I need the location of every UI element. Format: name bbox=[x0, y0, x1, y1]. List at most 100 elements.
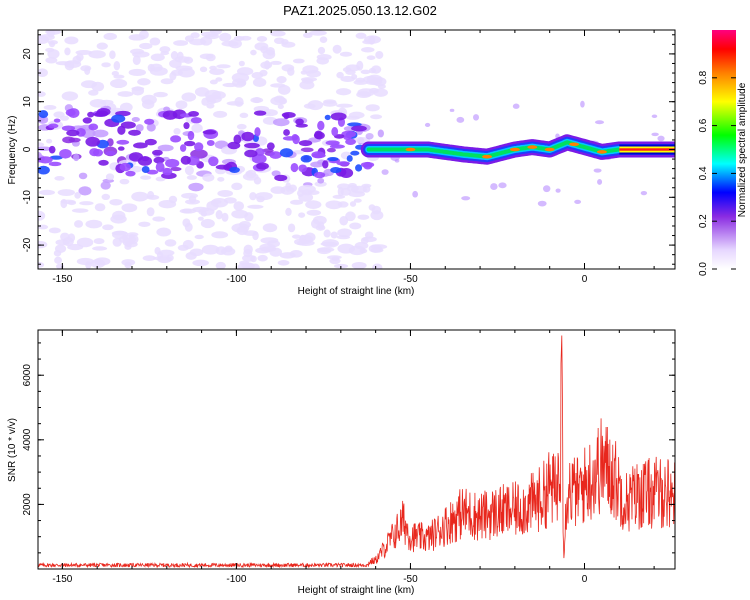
heatmap-noise-blob bbox=[233, 201, 245, 211]
heatmap-core-blob bbox=[282, 136, 298, 141]
heatmap-noise-blob bbox=[53, 249, 62, 257]
heatmap-core-blob bbox=[170, 135, 182, 143]
heatmap-noise-blob bbox=[555, 188, 561, 193]
heatmap-noise-blob bbox=[216, 64, 231, 69]
heatmap-noise-blob bbox=[159, 46, 171, 53]
heatmap-noise-blob bbox=[368, 204, 376, 211]
heatmap-noise-blob bbox=[239, 112, 249, 118]
heatmap-noise-blob bbox=[332, 194, 346, 199]
heatmap-noise-blob bbox=[88, 89, 99, 96]
heatmap-noise-blob bbox=[200, 218, 215, 229]
heatmap-noise-blob bbox=[48, 227, 61, 234]
colorbar-tick-label: 0.8 bbox=[698, 70, 709, 84]
heatmap-noise-blob bbox=[249, 192, 257, 201]
heatmap-noise-blob bbox=[64, 36, 79, 45]
heatmap-noise-blob bbox=[316, 57, 329, 65]
snr-y-tick-label: 4000 bbox=[22, 428, 33, 451]
heatmap-core-blob bbox=[347, 122, 362, 127]
heatmap-noise-blob bbox=[119, 102, 133, 112]
heatmap-noise-blob bbox=[150, 53, 165, 62]
heatmap-noise-blob bbox=[219, 32, 232, 42]
snr-y-axis-label: SNR (10 * v/v) bbox=[7, 418, 18, 482]
heatmap-noise-blob bbox=[184, 35, 195, 42]
heatmap-noise-blob bbox=[345, 69, 356, 75]
heatmap-noise-blob bbox=[298, 192, 314, 202]
spectrogram-x-tick-label: -50 bbox=[403, 274, 418, 285]
heatmap-noise-blob bbox=[285, 182, 292, 192]
heatmap-noise-blob bbox=[163, 106, 171, 112]
heatmap-noise-blob bbox=[158, 249, 175, 257]
heatmap-noise-blob bbox=[142, 255, 156, 262]
heatmap-noise-blob bbox=[250, 97, 264, 103]
heatmap-noise-blob bbox=[101, 62, 111, 68]
heatmap-core-blob bbox=[300, 155, 313, 163]
heatmap-noise-blob bbox=[593, 168, 602, 173]
heatmap-core-blob bbox=[190, 117, 202, 124]
heatmap-noise-blob bbox=[292, 58, 305, 64]
heatmap-core-blob bbox=[350, 150, 360, 156]
heatmap-core-blob bbox=[187, 130, 195, 141]
heatmap-noise-blob bbox=[293, 238, 308, 246]
heatmap-noise-blob bbox=[335, 88, 352, 96]
heatmap-noise-blob bbox=[64, 47, 71, 56]
heatmap-core-blob bbox=[162, 110, 178, 120]
heatmap-core-blob bbox=[317, 120, 325, 131]
heatmap-core-blob bbox=[313, 171, 326, 179]
heatmap-noise-blob bbox=[239, 35, 252, 41]
heatmap-noise-blob bbox=[121, 203, 138, 213]
heatmap-noise-blob bbox=[317, 221, 325, 230]
heatmap-hotspot bbox=[527, 145, 538, 149]
heatmap-noise-blob bbox=[260, 61, 273, 69]
heatmap-core-blob bbox=[98, 159, 109, 166]
heatmap-hotspot bbox=[596, 150, 607, 154]
heatmap-noise-blob bbox=[361, 47, 375, 53]
heatmap-noise-blob bbox=[78, 172, 88, 180]
heatmap-noise-blob bbox=[91, 81, 105, 92]
heatmap-noise-blob bbox=[160, 51, 170, 56]
heatmap-core-blob bbox=[363, 161, 373, 170]
heatmap-core-blob bbox=[165, 158, 180, 168]
heatmap-noise-blob bbox=[61, 91, 79, 101]
heatmap-noise-blob bbox=[357, 214, 370, 220]
heatmap-noise-blob bbox=[270, 30, 286, 37]
heatmap-noise-blob bbox=[456, 116, 465, 123]
heatmap-noise-blob bbox=[461, 196, 471, 201]
heatmap-noise-blob bbox=[75, 49, 93, 55]
heatmap-noise-blob bbox=[298, 212, 306, 218]
heatmap-noise-blob bbox=[325, 200, 343, 210]
heatmap-noise-blob bbox=[199, 66, 208, 73]
heatmap-noise-blob bbox=[352, 136, 371, 144]
heatmap-noise-blob bbox=[651, 114, 658, 119]
heatmap-noise-blob bbox=[45, 47, 55, 53]
heatmap-noise-blob bbox=[281, 41, 296, 48]
heatmap-core-blob bbox=[53, 118, 61, 123]
heatmap-noise-blob bbox=[543, 185, 551, 193]
heatmap-noise-blob bbox=[317, 177, 325, 184]
heatmap-noise-blob bbox=[101, 193, 111, 201]
heatmap-noise-blob bbox=[238, 60, 245, 67]
heatmap-core-blob bbox=[314, 130, 323, 140]
heatmap-noise-blob bbox=[113, 60, 121, 71]
heatmap-noise-blob bbox=[170, 51, 179, 60]
snr-panel: -150 -100 -50 0 2000 4000 6000 Height of stra… bbox=[7, 329, 676, 596]
snr-series-line bbox=[38, 335, 675, 569]
heatmap-noise-blob bbox=[45, 57, 58, 64]
heatmap-noise-blob bbox=[130, 48, 145, 55]
heatmap-core-blob bbox=[116, 139, 130, 145]
heatmap-noise-blob bbox=[215, 261, 226, 269]
spectrogram-y-tick-label: 0 bbox=[22, 146, 33, 152]
heatmap-noise-blob bbox=[135, 124, 144, 132]
heatmap-noise-blob bbox=[73, 153, 80, 162]
heatmap-noise-blob bbox=[209, 79, 218, 85]
heatmap-noise-blob bbox=[217, 176, 225, 182]
heatmap-noise-blob bbox=[184, 199, 201, 205]
heatmap-core-blob bbox=[85, 136, 101, 147]
heatmap-core-blob bbox=[137, 156, 153, 166]
heatmap-core-blob bbox=[229, 166, 240, 174]
heatmap-noise-blob bbox=[314, 181, 327, 187]
heatmap-noise-blob bbox=[166, 254, 174, 262]
heatmap-noise-blob bbox=[597, 179, 603, 185]
heatmap-noise-blob bbox=[100, 181, 111, 190]
heatmap-noise-blob bbox=[38, 189, 56, 196]
heatmap-core-blob bbox=[251, 153, 267, 164]
